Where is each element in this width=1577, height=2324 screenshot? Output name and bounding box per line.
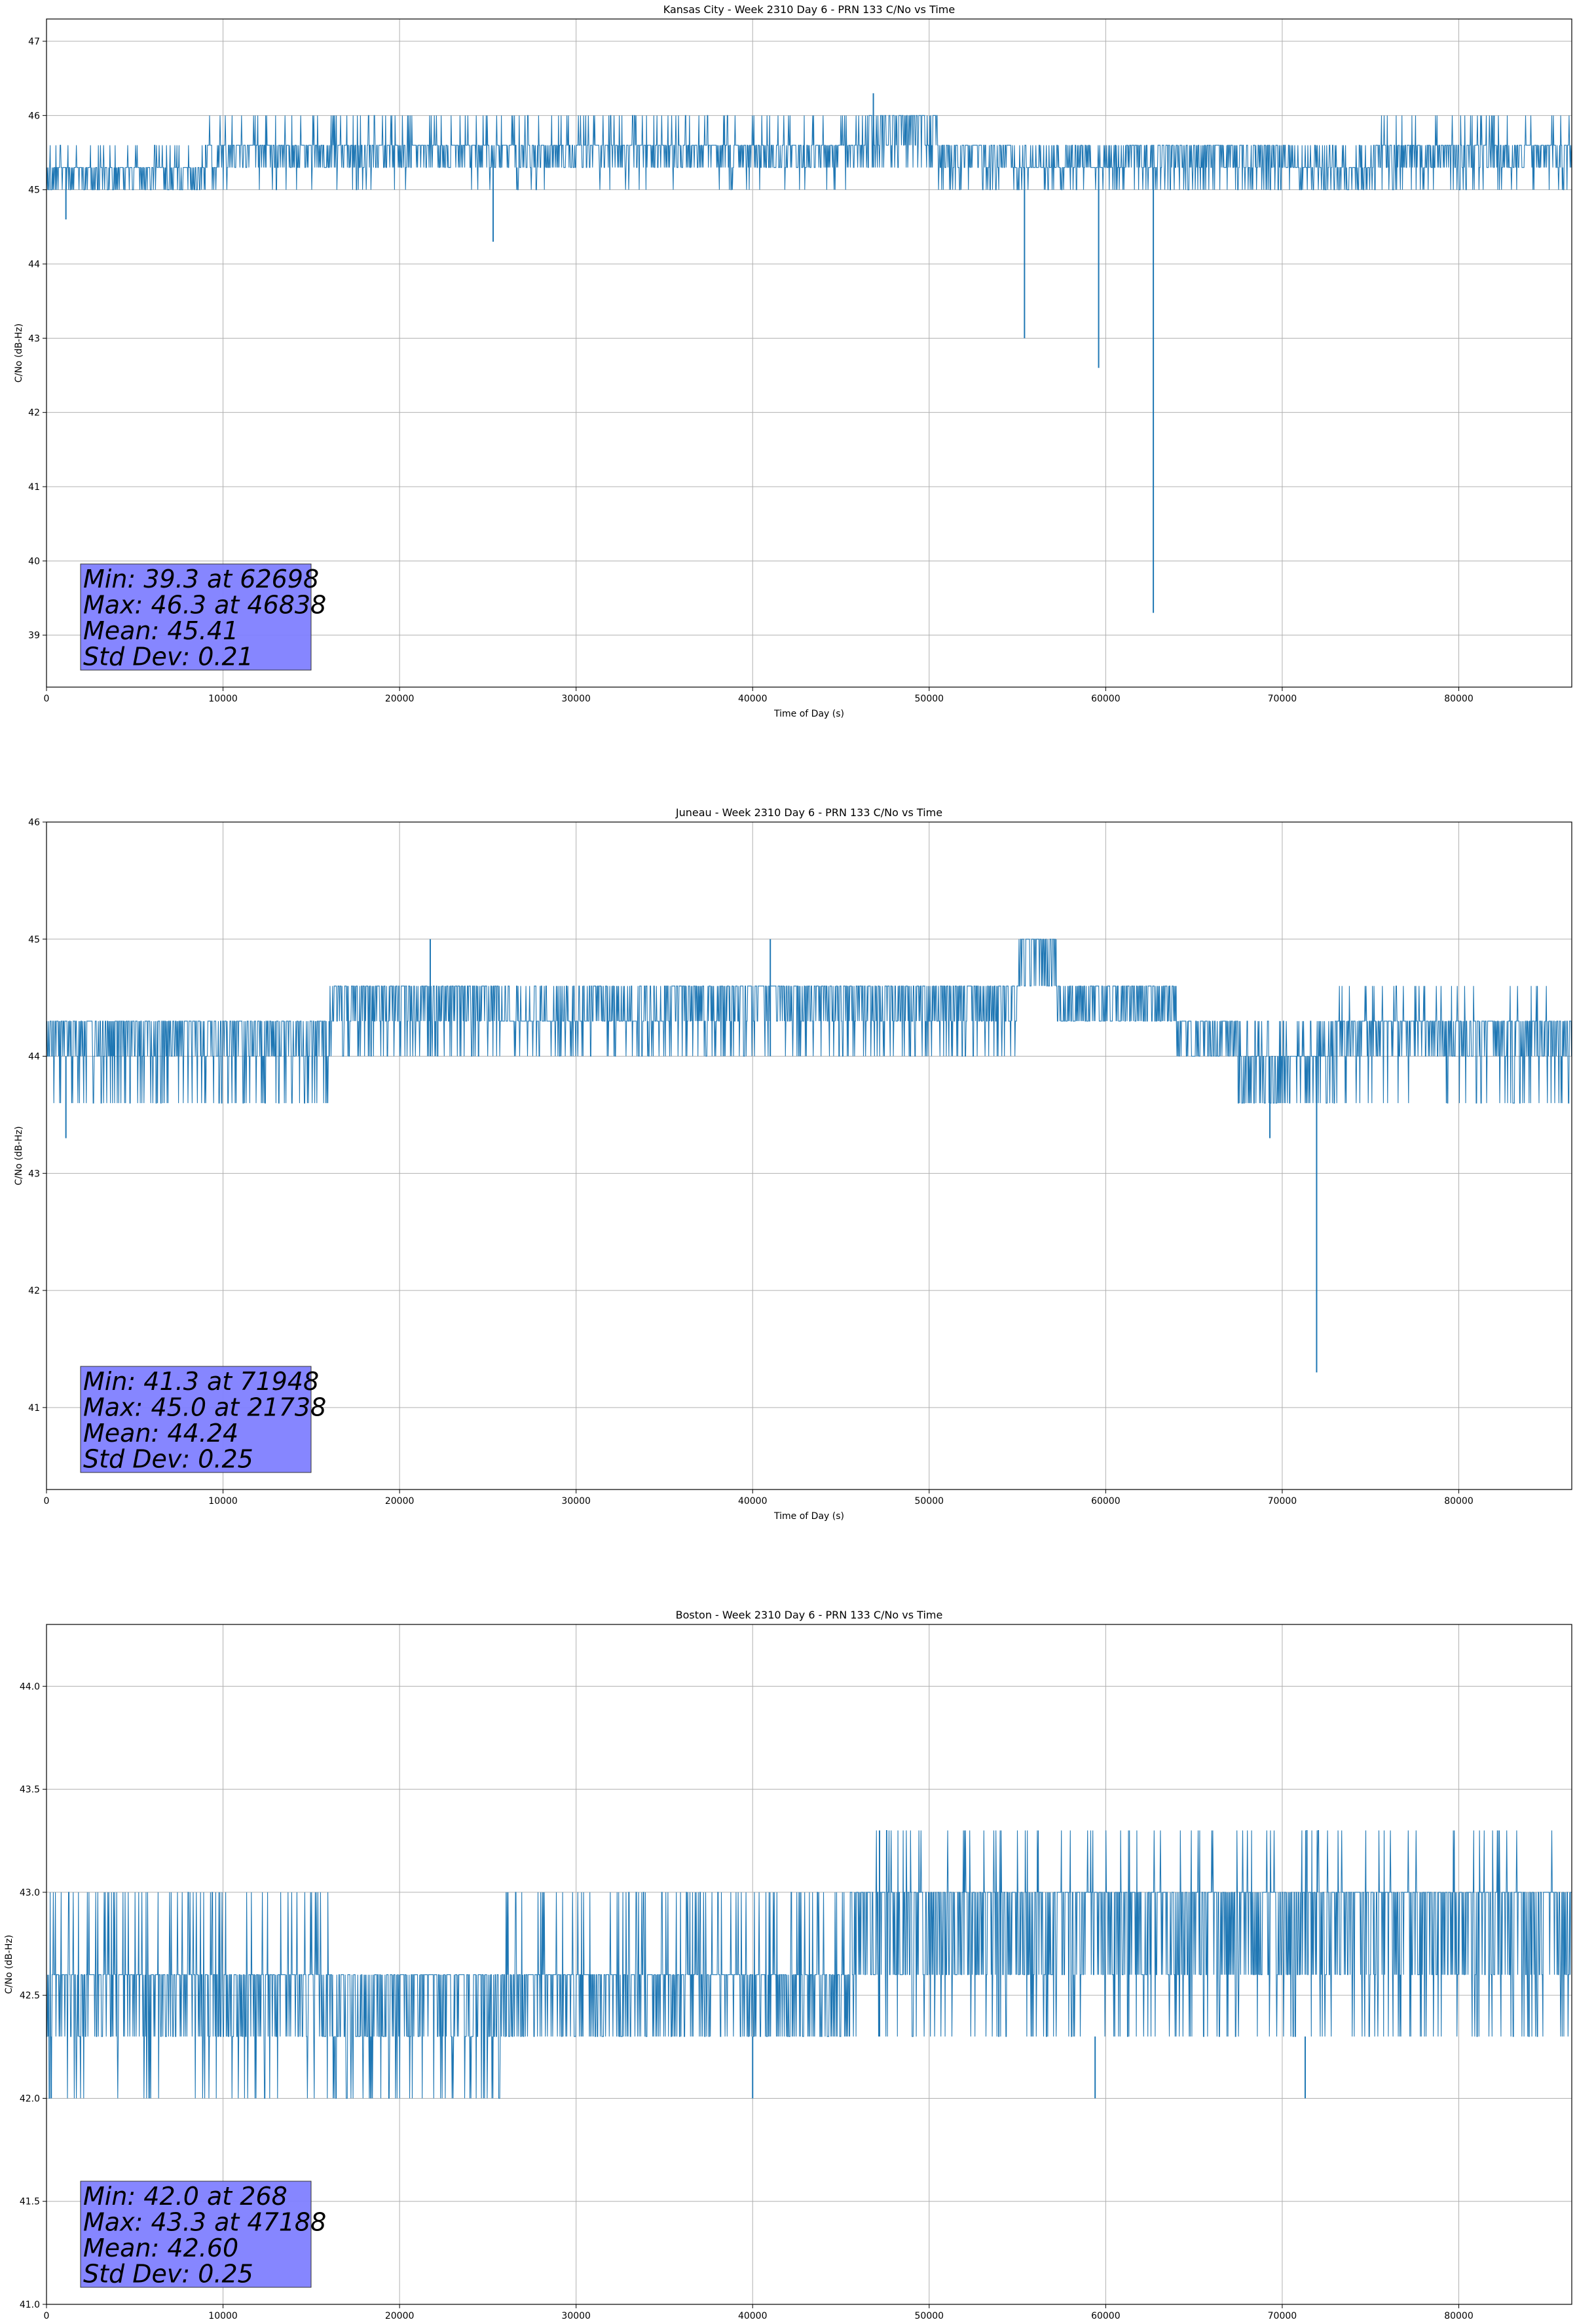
stats-line: Mean: 42.60 bbox=[83, 2234, 238, 2262]
x-tick-label: 40000 bbox=[738, 694, 768, 704]
x-tick-label: 10000 bbox=[208, 1496, 238, 1507]
stats-line: Max: 45.0 at 21738 bbox=[83, 1393, 326, 1422]
y-tick-label: 40 bbox=[28, 556, 40, 567]
stats-line: Mean: 45.41 bbox=[83, 616, 238, 645]
stats-line: Std Dev: 0.25 bbox=[83, 1445, 253, 1474]
y-axis-label: C/No (dB-Hz) bbox=[14, 1126, 24, 1185]
plot-frame bbox=[46, 18, 1572, 688]
y-tick-label: 41 bbox=[28, 1403, 40, 1414]
y-tick-label: 43.5 bbox=[20, 1785, 40, 1795]
y-tick-label: 45 bbox=[28, 935, 40, 945]
y-tick-label: 42 bbox=[28, 408, 40, 419]
stats-line: Std Dev: 0.21 bbox=[83, 643, 253, 671]
x-tick-label: 50000 bbox=[915, 694, 944, 704]
x-tick-label: 40000 bbox=[738, 1496, 768, 1507]
x-tick-label: 80000 bbox=[1444, 694, 1474, 704]
x-tick-label: 20000 bbox=[385, 1496, 415, 1507]
plot-frame bbox=[46, 1624, 1572, 2305]
data-series-line bbox=[46, 1829, 1572, 2099]
y-tick-label: 42 bbox=[28, 1286, 40, 1296]
x-tick-label: 20000 bbox=[385, 694, 415, 704]
y-tick-label: 43.0 bbox=[20, 1888, 40, 1898]
x-tick-label: 10000 bbox=[208, 2311, 238, 2321]
data-series-line bbox=[46, 939, 1572, 1104]
x-tick-label: 60000 bbox=[1091, 694, 1121, 704]
stats-line: Min: 39.3 at 62698 bbox=[83, 565, 319, 593]
chart-panel: 0 10000 20000 30000 40000 50000 60000 70000 8000… bbox=[14, 3, 1572, 719]
y-tick-label: 43 bbox=[28, 333, 40, 344]
x-tick-label: 20000 bbox=[385, 2311, 415, 2321]
stats-box bbox=[80, 2181, 312, 2288]
x-tick-label: 70000 bbox=[1268, 1496, 1297, 1507]
y-tick-label: 41 bbox=[28, 482, 40, 493]
x-tick-label: 60000 bbox=[1091, 2311, 1121, 2321]
y-tick-label: 42.0 bbox=[20, 2093, 40, 2104]
x-tick-label: 0 bbox=[44, 1496, 50, 1507]
y-tick-label: 45 bbox=[28, 185, 40, 196]
y-tick-label: 43 bbox=[28, 1169, 40, 1179]
stats-box bbox=[80, 1366, 312, 1473]
y-axis-label: C/No (dB-Hz) bbox=[14, 324, 24, 383]
x-tick-label: 80000 bbox=[1444, 1496, 1474, 1507]
x-tick-label: 0 bbox=[44, 694, 50, 704]
y-tick-label: 44 bbox=[28, 259, 40, 270]
chart-title: Kansas City - Week 2310 Day 6 - PRN 133 … bbox=[663, 3, 955, 16]
chart-title: Boston - Week 2310 Day 6 - PRN 133 C/No … bbox=[676, 1609, 943, 1621]
x-tick-label: 50000 bbox=[915, 1496, 944, 1507]
x-axis-label: Time of Day (s) bbox=[773, 709, 844, 719]
x-tick-label: 70000 bbox=[1268, 2311, 1297, 2321]
y-tick-label: 47 bbox=[28, 37, 40, 47]
y-tick-label: 44.0 bbox=[20, 1681, 40, 1692]
stats-line: Std Dev: 0.25 bbox=[83, 2260, 253, 2289]
y-axis-label: C/No (dB-Hz) bbox=[4, 1935, 14, 1994]
x-tick-label: 30000 bbox=[561, 2311, 591, 2321]
x-tick-label: 30000 bbox=[561, 694, 591, 704]
plot-frame bbox=[46, 821, 1572, 1490]
x-axis-label: Time of Day (s) bbox=[773, 1511, 844, 1522]
stats-line: Min: 42.0 at 268 bbox=[83, 2182, 288, 2211]
x-tick-label: 10000 bbox=[208, 694, 238, 704]
x-tick-label: 70000 bbox=[1268, 694, 1297, 704]
chart-panel: 0 10000 20000 30000 40000 50000 60000 70000 8000… bbox=[4, 1609, 1572, 2321]
stats-line: Max: 46.3 at 46838 bbox=[83, 591, 326, 620]
x-tick-label: 30000 bbox=[561, 1496, 591, 1507]
y-tick-label: 46 bbox=[28, 111, 40, 121]
y-tick-label: 41.0 bbox=[20, 2300, 40, 2310]
y-tick-label: 46 bbox=[28, 817, 40, 828]
x-tick-label: 60000 bbox=[1091, 1496, 1121, 1507]
x-tick-label: 80000 bbox=[1444, 2311, 1474, 2321]
y-tick-label: 42.5 bbox=[20, 1991, 40, 2001]
x-tick-label: 40000 bbox=[738, 2311, 768, 2321]
stats-box bbox=[80, 563, 312, 671]
data-series-line bbox=[46, 115, 1572, 191]
stats-line: Max: 43.3 at 47188 bbox=[83, 2208, 326, 2237]
y-tick-label: 39 bbox=[28, 631, 40, 641]
chart-panel: 0 10000 20000 30000 40000 50000 60000 70000 8000… bbox=[14, 806, 1572, 1522]
chart-title: Juneau - Week 2310 Day 6 - PRN 133 C/No … bbox=[675, 806, 942, 819]
x-tick-label: 0 bbox=[44, 2311, 50, 2321]
y-tick-label: 44 bbox=[28, 1052, 40, 1062]
x-tick-label: 50000 bbox=[915, 2311, 944, 2321]
stats-line: Min: 41.3 at 71948 bbox=[83, 1367, 319, 1396]
y-tick-label: 41.5 bbox=[20, 2197, 40, 2207]
stats-line: Mean: 44.24 bbox=[83, 1419, 238, 1448]
